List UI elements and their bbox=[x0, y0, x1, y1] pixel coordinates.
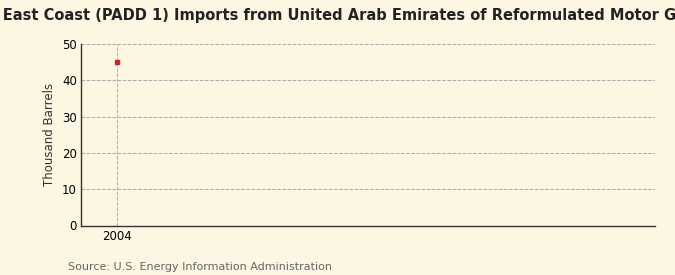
Y-axis label: Thousand Barrels: Thousand Barrels bbox=[43, 83, 57, 186]
Text: Annual East Coast (PADD 1) Imports from United Arab Emirates of Reformulated Mot: Annual East Coast (PADD 1) Imports from … bbox=[0, 8, 675, 23]
Text: Source: U.S. Energy Information Administration: Source: U.S. Energy Information Administ… bbox=[68, 262, 331, 272]
